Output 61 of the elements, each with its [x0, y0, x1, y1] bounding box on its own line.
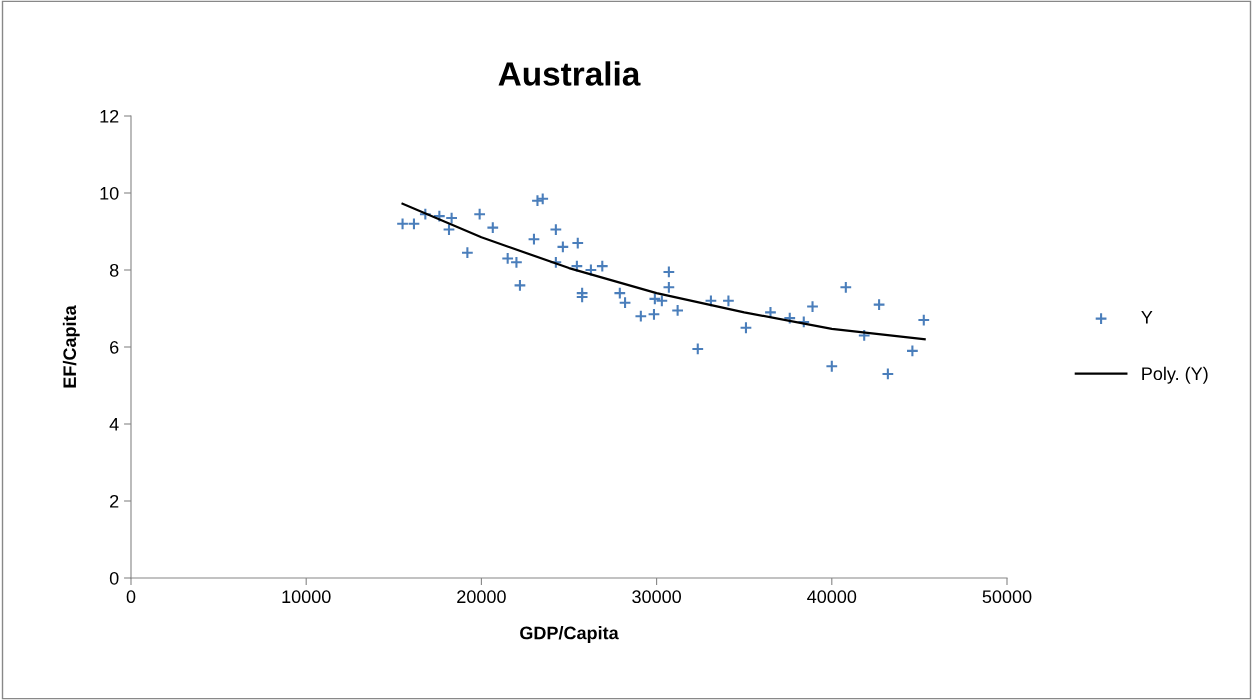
point	[905, 344, 919, 358]
x-tick-label: 0	[126, 590, 136, 604]
point	[618, 296, 632, 310]
point	[513, 278, 527, 292]
x-axis-title: GDP/Capita	[520, 626, 619, 643]
line-series	[401, 202, 926, 341]
x-tick-label: 50000	[982, 590, 1032, 604]
y-tick-label: 0	[109, 571, 119, 585]
point	[486, 221, 500, 235]
point	[396, 217, 409, 231]
point	[691, 342, 705, 356]
point	[839, 280, 853, 294]
point	[634, 309, 648, 323]
point	[442, 223, 456, 236]
point	[460, 246, 474, 260]
point	[872, 298, 886, 312]
point	[418, 207, 432, 221]
point	[473, 207, 487, 221]
point	[797, 315, 811, 329]
legend-label: Poly. (Y)	[1142, 366, 1208, 384]
point	[595, 259, 609, 273]
point	[764, 305, 777, 319]
x-tick-label: 30000	[632, 590, 681, 604]
y-tick-label: 12	[100, 109, 119, 123]
point	[549, 223, 563, 236]
point	[501, 252, 515, 265]
point	[806, 300, 819, 313]
point	[570, 259, 584, 273]
point	[527, 232, 541, 246]
point	[671, 304, 685, 317]
point	[857, 329, 871, 342]
point	[825, 359, 839, 373]
point	[556, 240, 570, 254]
point	[647, 307, 661, 321]
point	[917, 313, 931, 327]
point	[613, 286, 627, 300]
point	[722, 294, 735, 308]
point	[739, 321, 753, 335]
point	[445, 211, 459, 225]
x-tick-label: 20000	[457, 590, 506, 604]
point	[662, 265, 676, 279]
point	[655, 294, 669, 308]
point	[662, 280, 676, 294]
x-tick-label: 10000	[282, 590, 331, 604]
point	[881, 367, 895, 381]
point	[575, 290, 589, 304]
y-tick-label: 10	[100, 186, 119, 200]
point	[783, 311, 797, 325]
point	[432, 209, 446, 223]
point	[407, 217, 421, 231]
point	[648, 292, 662, 306]
y-axis-title: EF/Capita	[62, 305, 80, 388]
x-tick-label: 40000	[807, 590, 857, 604]
y-tick-label: 6	[110, 340, 119, 354]
y-tick-label: 8	[109, 263, 119, 277]
y-tick-label: 2	[110, 494, 119, 508]
chart-title: Australia	[498, 61, 641, 86]
y-tick-label: 4	[109, 418, 119, 431]
point	[510, 255, 523, 269]
point	[571, 236, 585, 250]
legend-label: Y	[1141, 310, 1153, 324]
